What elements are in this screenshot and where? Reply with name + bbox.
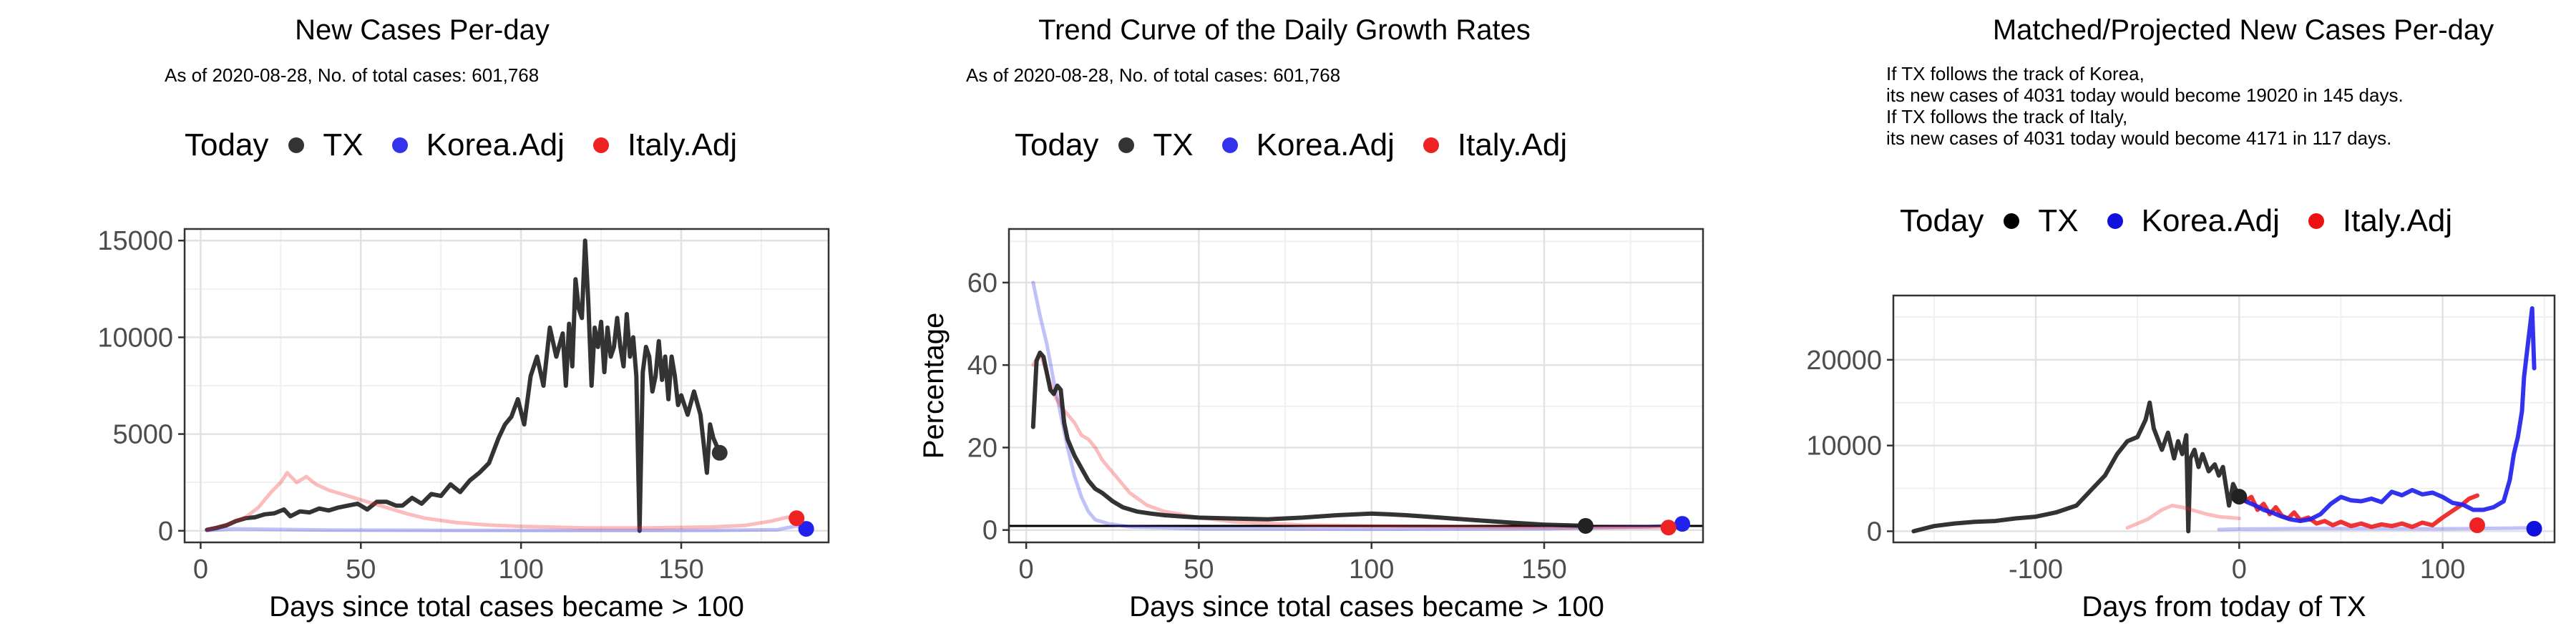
y-tick-label: 5000 — [112, 420, 173, 450]
y-tick-label: 20 — [967, 433, 997, 463]
plot-background — [1009, 229, 1703, 542]
chart-subtitle: As of 2020-08-28, No. of total cases: 60… — [165, 64, 540, 86]
chart-annotations: If TX follows the track of Korea, its ne… — [1886, 63, 2404, 149]
legend-dot-italy — [2308, 213, 2324, 229]
plot-border — [1008, 228, 1704, 544]
legend-label-tx: TX — [323, 127, 364, 162]
x-tick-label: 0 — [2232, 555, 2247, 585]
y-tick-label: 40 — [967, 351, 997, 381]
legend-label-korea: Korea.Adj — [1256, 127, 1395, 162]
series-line-italy-adj — [205, 471, 799, 532]
chart-panel-projected: Matched/Projected New Cases Per-day If T… — [1724, 0, 2576, 644]
chart-panel-growth-rates: Trend Curve of the Daily Growth Rates As… — [844, 0, 1724, 644]
legend-dot-italy — [592, 137, 609, 153]
x-axis-label: Days since total cases became > 100 — [1129, 591, 1604, 623]
plot-border — [183, 228, 830, 544]
plot-area: 0 50 100 150 0 5000 10000 15000 — [97, 226, 830, 585]
chart-panel-new-cases: New Cases Per-day As of 2020-08-28, No. … — [0, 0, 844, 644]
today-point-italy-adj — [1660, 519, 1677, 536]
legend-label-italy: Italy.Adj — [1457, 127, 1568, 162]
series-line-tx — [1911, 400, 2242, 534]
legend-dot-korea — [391, 137, 408, 153]
today-point-korea-adj — [798, 521, 814, 537]
y-tick-label: 0 — [158, 517, 173, 547]
series-line-korea-adj — [2237, 306, 2537, 524]
chart-legend: Today TX Korea.Adj Italy.Adj — [185, 127, 756, 163]
chart-legend: Today TX Korea.Adj Italy.Adj — [1900, 203, 2471, 239]
y-tick-label: 0 — [982, 516, 997, 546]
x-tick-label: 50 — [1184, 555, 1214, 585]
legend-title: Today — [1015, 127, 1099, 162]
x-axis-label: Days since total cases became > 100 — [269, 591, 744, 623]
y-tick-label: 15000 — [97, 226, 173, 256]
y-tick-label: 0 — [1867, 517, 1882, 547]
legend-title: Today — [185, 127, 269, 162]
plot-area: 0 50 100 150 0 20 40 60 Percentage — [918, 228, 1704, 585]
y-tick-label: 60 — [967, 268, 997, 298]
chart-title: Matched/Projected New Cases Per-day — [1992, 14, 2494, 46]
x-tick-label: 100 — [1349, 555, 1394, 585]
series-line-korea-adj — [205, 524, 809, 532]
legend-dot-tx — [288, 137, 305, 153]
today-point-italy-adj — [789, 510, 805, 527]
annotation-line: If TX follows the track of Korea, — [1886, 63, 2145, 84]
plot-border — [1892, 294, 2556, 544]
legend-label-korea: Korea.Adj — [2141, 203, 2280, 238]
series-line-italy-adj-matched — [2125, 504, 2241, 530]
x-tick-label: 100 — [498, 555, 543, 585]
chart-subtitle: As of 2020-08-28, No. of total cases: 60… — [966, 64, 1341, 86]
legend-label-italy: Italy.Adj — [2342, 203, 2453, 238]
today-point-tx — [1577, 517, 1594, 534]
series-line-korea-adj-matched — [2217, 526, 2537, 532]
annotation-line: its new cases of 4031 today would become… — [1886, 84, 2404, 106]
chart-legend: Today TX Korea.Adj Italy.Adj — [1015, 127, 1586, 163]
chart-title: Trend Curve of the Daily Growth Rates — [1038, 14, 1531, 46]
x-tick-label: 0 — [1019, 555, 1034, 585]
legend-label-tx: TX — [1153, 127, 1194, 162]
chart-title: New Cases Per-day — [295, 14, 550, 46]
x-tick-label: -100 — [2009, 555, 2063, 585]
today-point-tx — [711, 444, 728, 461]
x-tick-label: 0 — [193, 555, 208, 585]
y-tick-label: 20000 — [1806, 346, 1882, 376]
x-axis-label: Days from today of TX — [2082, 591, 2366, 623]
annotation-line: If TX follows the track of Italy, — [1886, 106, 2128, 127]
today-point-italy-adj — [2469, 517, 2485, 534]
x-tick-label: 50 — [346, 555, 376, 585]
legend-dot-korea — [2107, 213, 2123, 229]
today-point-tx — [2231, 489, 2248, 505]
y-tick-label: 10000 — [1806, 431, 1882, 462]
series-line-korea-adj — [1031, 280, 1684, 532]
series-line-tx — [205, 238, 722, 533]
plot-area: -100 0 100 0 10000 20000 — [1806, 294, 2556, 585]
x-tick-label: 150 — [1521, 555, 1566, 585]
legend-dot-tx — [2004, 213, 2020, 229]
x-tick-label: 150 — [658, 555, 703, 585]
x-tick-label: 100 — [2420, 555, 2465, 585]
legend-dot-korea — [1221, 137, 1238, 153]
series-line-italy-adj — [1031, 351, 1671, 530]
annotation-line: its new cases of 4031 today would become… — [1886, 127, 2392, 149]
series-line-tx — [1030, 350, 1588, 528]
legend-dot-italy — [1423, 137, 1439, 153]
legend-label-korea: Korea.Adj — [426, 127, 565, 162]
today-point-korea-adj — [2526, 520, 2542, 537]
legend-title: Today — [1900, 203, 1984, 238]
legend-label-tx: TX — [2038, 203, 2079, 238]
legend-label-italy: Italy.Adj — [627, 127, 738, 162]
y-axis-label: Percentage — [918, 313, 950, 459]
legend-dot-tx — [1118, 137, 1135, 153]
y-tick-label: 10000 — [97, 323, 173, 353]
plot-background — [1893, 296, 2555, 542]
today-point-korea-adj — [1674, 516, 1691, 532]
